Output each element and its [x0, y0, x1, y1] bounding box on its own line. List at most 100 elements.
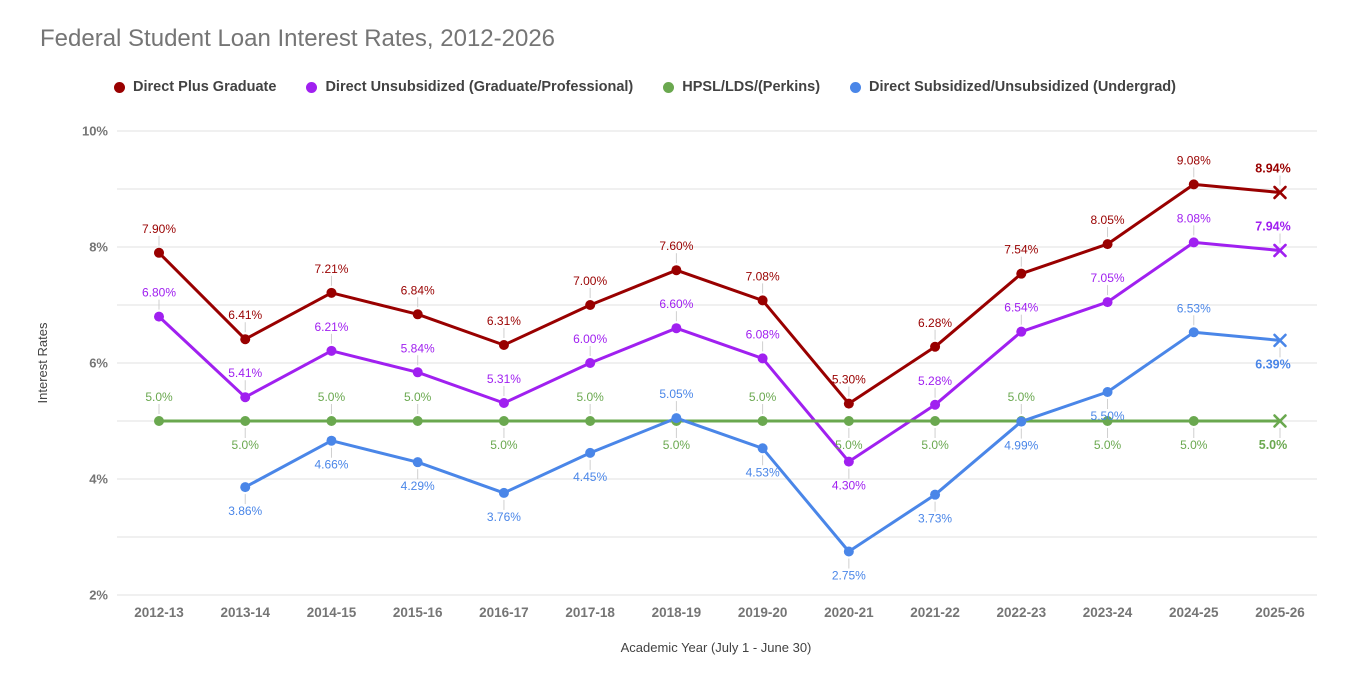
- data-point-hpsl-lds-perkins[interactable]: [843, 416, 854, 426]
- data-point-direct-subsidized-unsubsidized-undergrad[interactable]: [1102, 387, 1113, 397]
- point-label-direct-unsubsidized-graduate-professional: 6.00%: [573, 332, 607, 346]
- data-point-direct-subsidized-unsubsidized-undergrad[interactable]: [930, 489, 941, 500]
- legend-item-direct-plus-graduate[interactable]: Direct Plus Graduate: [114, 79, 276, 95]
- x-tick-label: 2023-24: [1083, 605, 1133, 620]
- data-point-direct-plus-graduate[interactable]: [326, 287, 337, 298]
- data-point-x-marker-direct-unsubsidized-graduate-professional[interactable]: [1273, 243, 1287, 258]
- point-label-direct-plus-graduate: 6.84%: [401, 283, 435, 297]
- data-point-x-marker-hpsl-lds-perkins[interactable]: [1273, 414, 1287, 428]
- data-point-direct-subsidized-unsubsidized-undergrad[interactable]: [240, 482, 251, 493]
- x-tick-label: 2013-14: [220, 605, 270, 620]
- data-point-direct-subsidized-unsubsidized-undergrad[interactable]: [498, 487, 509, 498]
- data-point-direct-subsidized-unsubsidized-undergrad[interactable]: [326, 435, 337, 446]
- data-point-direct-plus-graduate[interactable]: [843, 398, 854, 409]
- data-point-x-marker-direct-subsidized-unsubsidized-undergrad[interactable]: [1273, 333, 1287, 348]
- point-label-hpsl-lds-perkins: 5.0%: [1180, 438, 1208, 452]
- data-point-hpsl-lds-perkins[interactable]: [757, 416, 768, 426]
- legend-dot-icon: [663, 81, 675, 93]
- point-label-direct-unsubsidized-graduate-professional: 4.30%: [832, 479, 866, 493]
- data-point-direct-unsubsidized-graduate-professional[interactable]: [671, 323, 682, 334]
- legend-item-direct-unsubsidized[interactable]: Direct Unsubsidized (Graduate/Profession…: [306, 79, 633, 95]
- point-label-hpsl-lds-perkins: 5.0%: [145, 390, 173, 404]
- data-point-direct-unsubsidized-graduate-professional[interactable]: [1016, 326, 1027, 337]
- data-point-direct-plus-graduate[interactable]: [930, 341, 941, 352]
- data-point-direct-plus-graduate[interactable]: [498, 340, 509, 351]
- x-tick-label: 2019-20: [738, 605, 788, 620]
- data-point-direct-subsidized-unsubsidized-undergrad[interactable]: [412, 457, 423, 468]
- data-point-direct-plus-graduate[interactable]: [412, 309, 423, 320]
- data-point-hpsl-lds-perkins[interactable]: [930, 416, 941, 426]
- point-label-direct-subsidized-unsubsidized-undergrad: 5.50%: [1091, 409, 1125, 423]
- y-tick-label: 2%: [89, 588, 108, 603]
- legend-item-hpsl-lds-perkins[interactable]: HPSL/LDS/(Perkins): [663, 79, 820, 95]
- x-tick-label: 2022-23: [997, 605, 1047, 620]
- data-point-direct-subsidized-unsubsidized-undergrad[interactable]: [843, 546, 854, 557]
- data-point-direct-plus-graduate[interactable]: [757, 295, 768, 306]
- point-label-direct-unsubsidized-graduate-professional: 5.31%: [487, 372, 521, 386]
- data-point-direct-subsidized-unsubsidized-undergrad[interactable]: [585, 447, 596, 458]
- point-label-hpsl-lds-perkins: 5.0%: [318, 390, 346, 404]
- point-label-hpsl-lds-perkins: 5.0%: [749, 390, 777, 404]
- point-label-direct-subsidized-unsubsidized-undergrad: 3.76%: [487, 510, 521, 524]
- legend-dot-icon: [114, 81, 126, 93]
- legend-item-label: HPSL/LDS/(Perkins): [682, 79, 821, 95]
- x-tick-label: 2014-15: [307, 605, 357, 620]
- data-point-direct-plus-graduate[interactable]: [240, 334, 251, 345]
- point-label-direct-subsidized-unsubsidized-undergrad: 4.53%: [746, 465, 780, 479]
- data-label-layer: 7.90% 6.41% 7.21% 6.84% 6.31% 7.00% 7.60% 7.08%…: [142, 153, 1291, 582]
- data-point-direct-subsidized-unsubsidized-undergrad[interactable]: [757, 443, 768, 454]
- data-point-direct-unsubsidized-graduate-professional[interactable]: [240, 392, 251, 403]
- data-point-direct-plus-graduate[interactable]: [154, 247, 164, 258]
- point-label-direct-unsubsidized-graduate-professional: 6.80%: [142, 286, 176, 300]
- data-point-hpsl-lds-perkins[interactable]: [585, 416, 596, 426]
- data-point-hpsl-lds-perkins[interactable]: [326, 416, 337, 426]
- point-label-hpsl-lds-perkins: 5.0%: [404, 390, 432, 404]
- point-label-direct-unsubsidized-graduate-professional: 6.21%: [314, 320, 348, 334]
- data-point-direct-subsidized-unsubsidized-undergrad[interactable]: [1188, 327, 1199, 338]
- data-point-direct-subsidized-unsubsidized-undergrad[interactable]: [1016, 416, 1027, 427]
- data-point-direct-unsubsidized-graduate-professional[interactable]: [930, 399, 941, 410]
- x-tick-label: 2012-13: [134, 605, 184, 620]
- data-point-direct-unsubsidized-graduate-professional[interactable]: [1188, 237, 1199, 248]
- point-label-direct-subsidized-unsubsidized-undergrad: 3.86%: [228, 504, 262, 518]
- data-point-x-marker-direct-plus-graduate[interactable]: [1273, 185, 1287, 200]
- point-label-direct-subsidized-unsubsidized-undergrad: 5.05%: [659, 387, 693, 401]
- data-point-direct-unsubsidized-graduate-professional[interactable]: [757, 353, 768, 364]
- series-line-layer: [157, 182, 1282, 553]
- legend-item-label: Direct Unsubsidized (Graduate/Profession…: [325, 79, 634, 95]
- point-label-hpsl-lds-perkins: 5.0%: [1094, 438, 1122, 452]
- data-point-direct-unsubsidized-graduate-professional[interactable]: [498, 398, 509, 409]
- data-point-hpsl-lds-perkins[interactable]: [498, 416, 509, 426]
- data-point-direct-plus-graduate[interactable]: [1102, 239, 1113, 250]
- data-point-hpsl-lds-perkins[interactable]: [1188, 416, 1199, 426]
- point-label-direct-plus-graduate: 5.30%: [832, 373, 866, 387]
- point-label-direct-subsidized-unsubsidized-undergrad: 3.73%: [918, 512, 952, 526]
- data-point-hpsl-lds-perkins[interactable]: [154, 416, 164, 426]
- point-label-direct-unsubsidized-graduate-professional: 7.94%: [1255, 219, 1290, 233]
- data-point-direct-plus-graduate[interactable]: [585, 300, 596, 310]
- data-point-direct-plus-graduate[interactable]: [671, 265, 682, 276]
- y-tick-label: 4%: [89, 472, 108, 487]
- data-point-direct-unsubsidized-graduate-professional[interactable]: [154, 311, 164, 322]
- data-point-direct-unsubsidized-graduate-professional[interactable]: [843, 456, 854, 467]
- data-point-direct-unsubsidized-graduate-professional[interactable]: [585, 358, 596, 368]
- x-tick-label: 2025-26: [1255, 605, 1305, 620]
- legend-item-label: Direct Subsidized/Unsubsidized (Undergra…: [869, 79, 1176, 95]
- data-point-direct-unsubsidized-graduate-professional[interactable]: [326, 345, 337, 356]
- data-point-direct-unsubsidized-graduate-professional[interactable]: [1102, 297, 1113, 308]
- data-point-hpsl-lds-perkins[interactable]: [240, 416, 251, 426]
- data-point-direct-plus-graduate[interactable]: [1016, 268, 1027, 279]
- point-label-direct-unsubsidized-graduate-professional: 6.08%: [746, 327, 780, 341]
- data-point-hpsl-lds-perkins[interactable]: [412, 416, 423, 426]
- data-point-direct-plus-graduate[interactable]: [1188, 179, 1199, 190]
- point-label-direct-subsidized-unsubsidized-undergrad: 4.99%: [1004, 439, 1038, 453]
- point-label-hpsl-lds-perkins: 5.0%: [1259, 438, 1288, 452]
- point-label-direct-plus-graduate: 7.00%: [573, 274, 607, 288]
- chart-legend: Direct Plus Graduate Direct Unsubsidized…: [0, 79, 1290, 95]
- x-tick-label: 2015-16: [393, 605, 443, 620]
- data-point-direct-unsubsidized-graduate-professional[interactable]: [412, 367, 423, 378]
- data-point-direct-subsidized-unsubsidized-undergrad[interactable]: [671, 413, 682, 424]
- data-point-hpsl-lds-perkins[interactable]: [1102, 416, 1113, 426]
- legend-item-direct-subsidized-undergrad[interactable]: Direct Subsidized/Unsubsidized (Undergra…: [850, 79, 1176, 95]
